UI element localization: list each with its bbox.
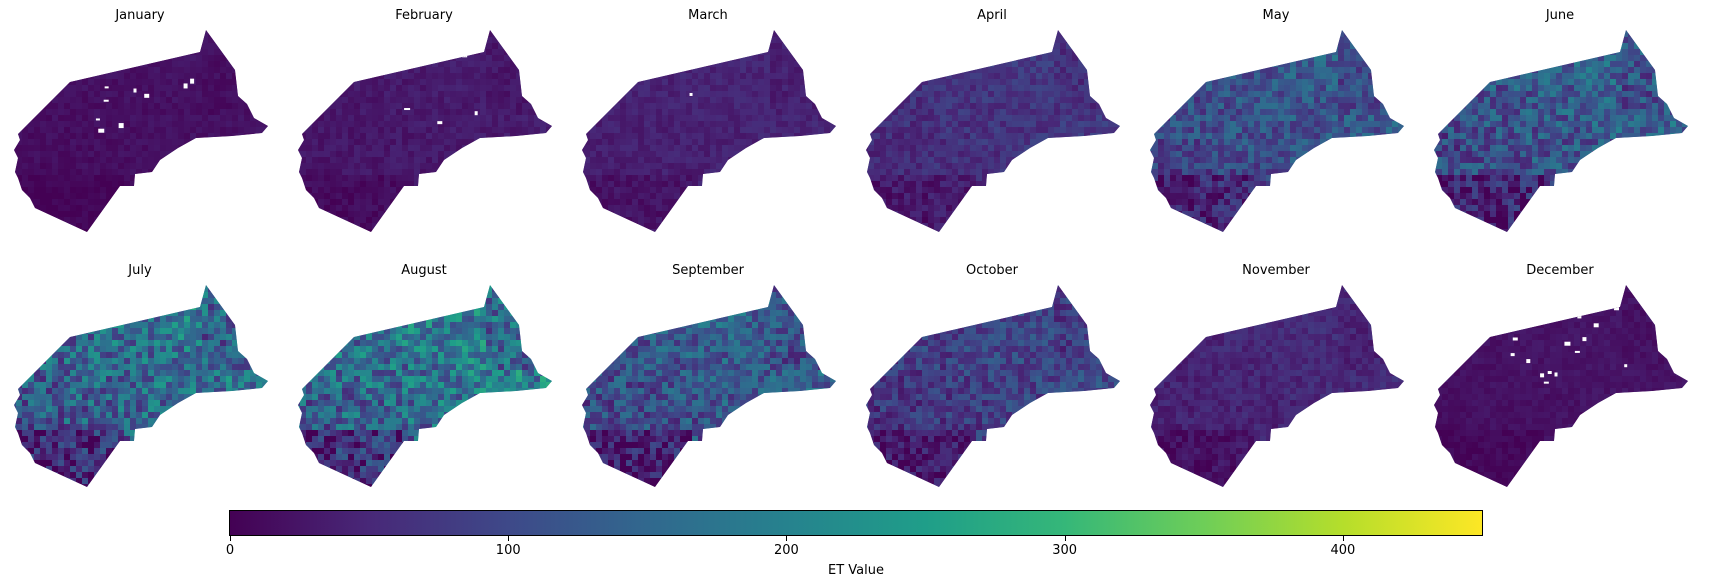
map-panel-may: May [1136,0,1416,250]
colorbar-tick-label: 300 [1052,543,1078,558]
colorbar-tick-label: 0 [225,543,235,558]
map-panel-december: December [1420,255,1700,505]
et-map-may [1150,30,1404,232]
et-map-april [866,30,1120,232]
colorbar-tick [1064,536,1066,541]
map-panel-october: October [852,255,1132,505]
et-map-september [582,285,836,487]
colorbar-tick-label: 200 [774,543,799,558]
panel-title: November [1242,263,1310,278]
map-panel-march: March [568,0,848,250]
et-map-december [1434,285,1688,487]
panel-title: February [395,8,453,23]
colorbar: 0 100 200 300 400 ET Value [226,510,1483,578]
et-map-august [298,285,552,487]
panel-title: August [401,263,447,278]
et-map-october [866,285,1120,487]
panel-title: September [672,263,744,278]
panel-title: June [1545,8,1575,23]
map-panel-june: June [1420,0,1700,250]
map-panel-april: April [852,0,1132,250]
map-panel-february: February [284,0,564,250]
map-panel-november: November [1136,255,1416,505]
panel-title: March [688,8,728,23]
colorbar-tick [786,536,788,541]
et-map-june [1434,30,1688,232]
et-map-february [298,30,552,232]
colorbar-gradient [229,510,1483,536]
map-panel-august: August [284,255,564,505]
et-map-march [582,30,836,232]
colorbar-tick [508,536,510,541]
colorbar-tick [230,536,231,541]
map-panel-january: January [0,0,280,250]
panel-title: July [128,263,152,278]
panel-title: January [115,8,165,23]
panel-title: April [977,8,1007,23]
panel-title: May [1262,8,1290,23]
colorbar-tick [1342,536,1344,541]
map-panel-september: September [568,255,848,505]
et-map-january [14,30,268,232]
et-map-july [14,285,268,487]
et-map-november [1150,285,1404,487]
panel-title: December [1526,263,1594,278]
colorbar-tick-label: 400 [1330,543,1356,558]
panel-title: October [965,263,1019,278]
colorbar-label: ET Value [828,563,884,578]
map-panel-july: July [0,255,280,505]
colorbar-tick-label: 100 [495,543,521,558]
